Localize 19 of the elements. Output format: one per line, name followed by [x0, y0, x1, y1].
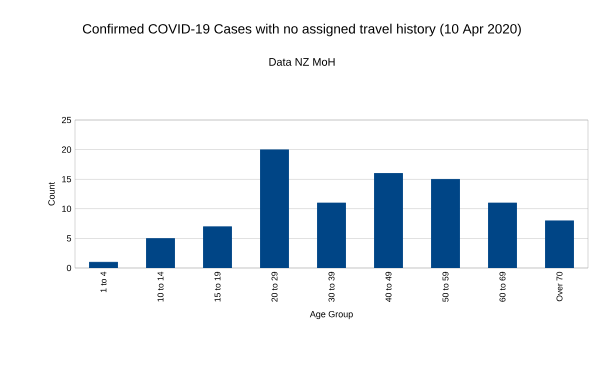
chart-subtitle: Data NZ MoH: [269, 58, 335, 66]
x-tick-label: 1 to 4: [100, 272, 106, 292]
y-tick-label: 10: [62, 206, 72, 212]
chart-title: Confirmed COVID-19 Cases with no assigned travel history (10 Apr 2020): [82, 24, 521, 36]
y-tick-label: 20: [62, 146, 72, 153]
x-tick-label: 20 to 29: [272, 272, 278, 302]
y-axis-title: Count: [48, 182, 55, 206]
x-tick-label: Over 70: [556, 272, 562, 302]
x-tick-label: 50 to 59: [442, 272, 448, 302]
x-tick-label: 40 to 49: [386, 272, 392, 302]
x-tick-label: 10 to 14: [158, 272, 164, 302]
y-tick-label: 15: [62, 176, 72, 182]
y-tick-label: 5: [66, 235, 72, 242]
x-axis-title: Age Group: [310, 310, 353, 320]
x-tick-label: 60 to 69: [500, 272, 506, 302]
x-tick-label: 15 to 19: [214, 272, 220, 302]
y-tick-label: 0: [66, 264, 72, 272]
y-tick-label: 25: [62, 116, 72, 124]
x-tick-label: 30 to 39: [328, 272, 334, 302]
